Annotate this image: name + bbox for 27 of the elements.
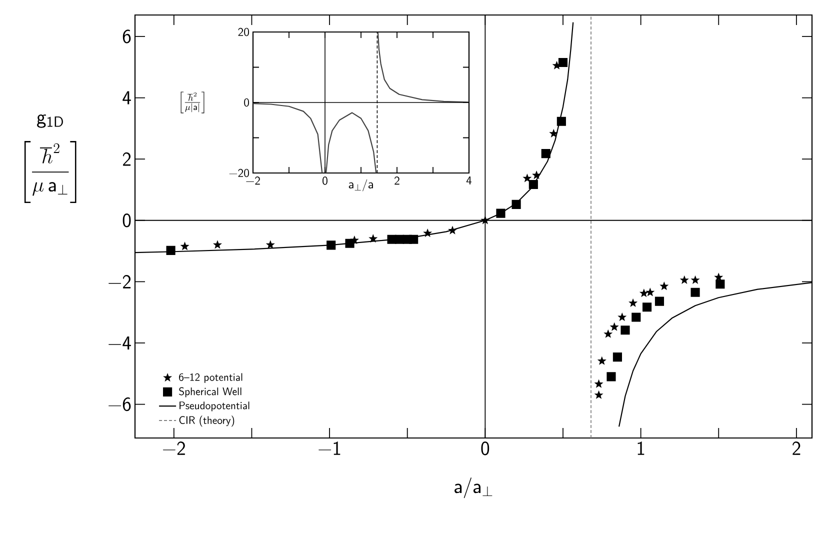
- legend-label: Spherical Well: [179, 387, 242, 398]
- x-tick-label: −2: [246, 176, 260, 185]
- y-tick-label: 0: [244, 98, 249, 107]
- x-tick-label: 2: [394, 176, 400, 185]
- legend-label: CIR (theory): [179, 416, 234, 427]
- legend-label: 6–12 potential: [179, 373, 242, 383]
- y-tick-label: −2: [108, 274, 131, 288]
- y-axis-title: $\begin{array}{c}\mathsf{g}_{\mathsf{1D}}\\[10pt]\left[\dfrac{\hbar^{2}}{\mu\, \mathsf{a}_{\perp}}\right]\end{array}$: [24, 114, 76, 203]
- x-tick-label: 2: [792, 442, 800, 455]
- y-tick-label: 2: [122, 152, 131, 166]
- legend-label: Pseudopotential: [180, 402, 250, 412]
- x-tick-label: −2: [162, 442, 185, 455]
- x-axis-title: $\mathsf{a}/\mathsf{a}_{\perp}$: [454, 477, 492, 498]
- y-tick-label: −4: [108, 336, 131, 350]
- x-axis-title: $\mathsf{a}_{\perp}/\mathsf{a}$: [348, 179, 373, 192]
- y-tick-label: −6: [108, 397, 131, 412]
- x-tick-label: −1: [318, 442, 340, 455]
- y-tick-label: 4: [122, 91, 131, 104]
- y-tick-label: 0: [122, 214, 131, 228]
- y-tick-label: 6: [122, 30, 131, 44]
- x-tick-label: 4: [466, 176, 472, 184]
- x-tick-label: 0: [481, 442, 490, 456]
- y-tick-label: 20: [238, 28, 249, 36]
- x-tick-label: 0: [322, 176, 328, 185]
- y-axis-title: $\left[\frac{\hbar^{2}}{\mu |\mathsf{a}|}\right]$: [180, 92, 204, 114]
- x-tick-label: 1: [638, 442, 644, 455]
- y-tick-label: −20: [229, 168, 249, 178]
